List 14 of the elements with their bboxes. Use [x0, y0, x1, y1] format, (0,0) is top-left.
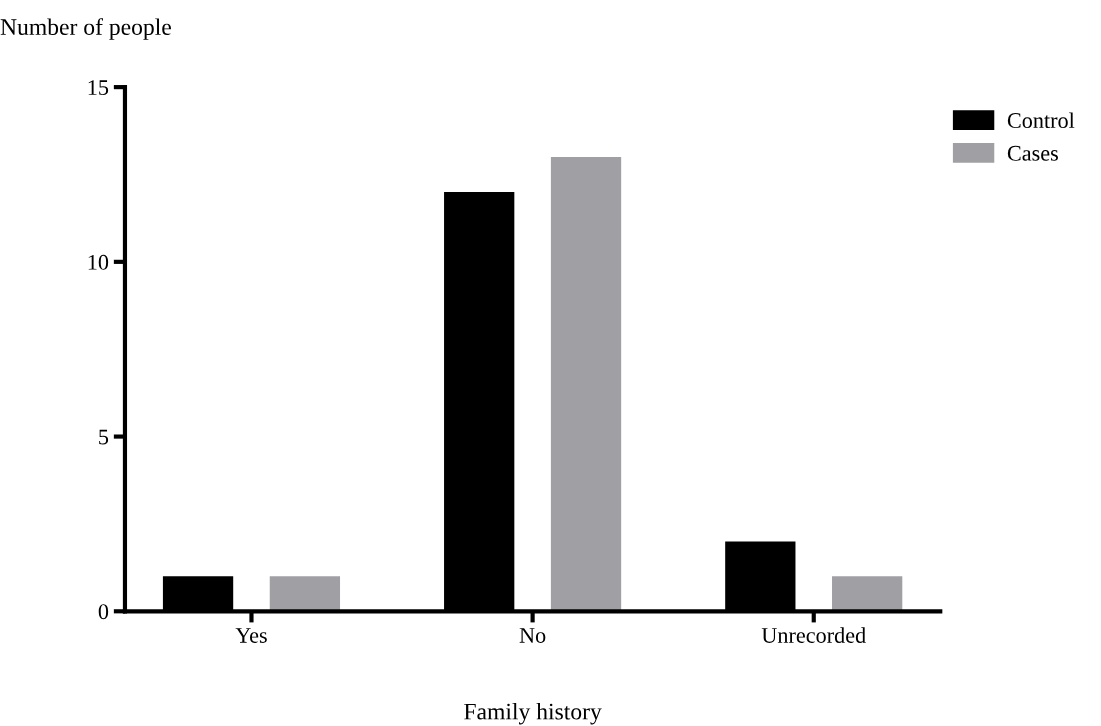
x-axis-title: Family history: [464, 702, 602, 725]
y-tick-label: 10: [88, 254, 109, 270]
y-tick-label: 0: [98, 604, 109, 620]
x-tick-label: Unrecorded: [761, 627, 866, 643]
y-tick-label: 5: [99, 429, 109, 445]
bar: [269, 576, 341, 612]
x-tick-label: Yes: [235, 628, 267, 643]
bar: [832, 576, 903, 612]
legend-label: Cases: [1007, 145, 1058, 161]
legend-label: Control: [1007, 112, 1075, 129]
bar: [550, 157, 622, 612]
y-tick-label: 15: [88, 80, 109, 96]
y-axis-title: Number of people: [0, 18, 171, 40]
x-tick-label: No: [519, 628, 546, 643]
